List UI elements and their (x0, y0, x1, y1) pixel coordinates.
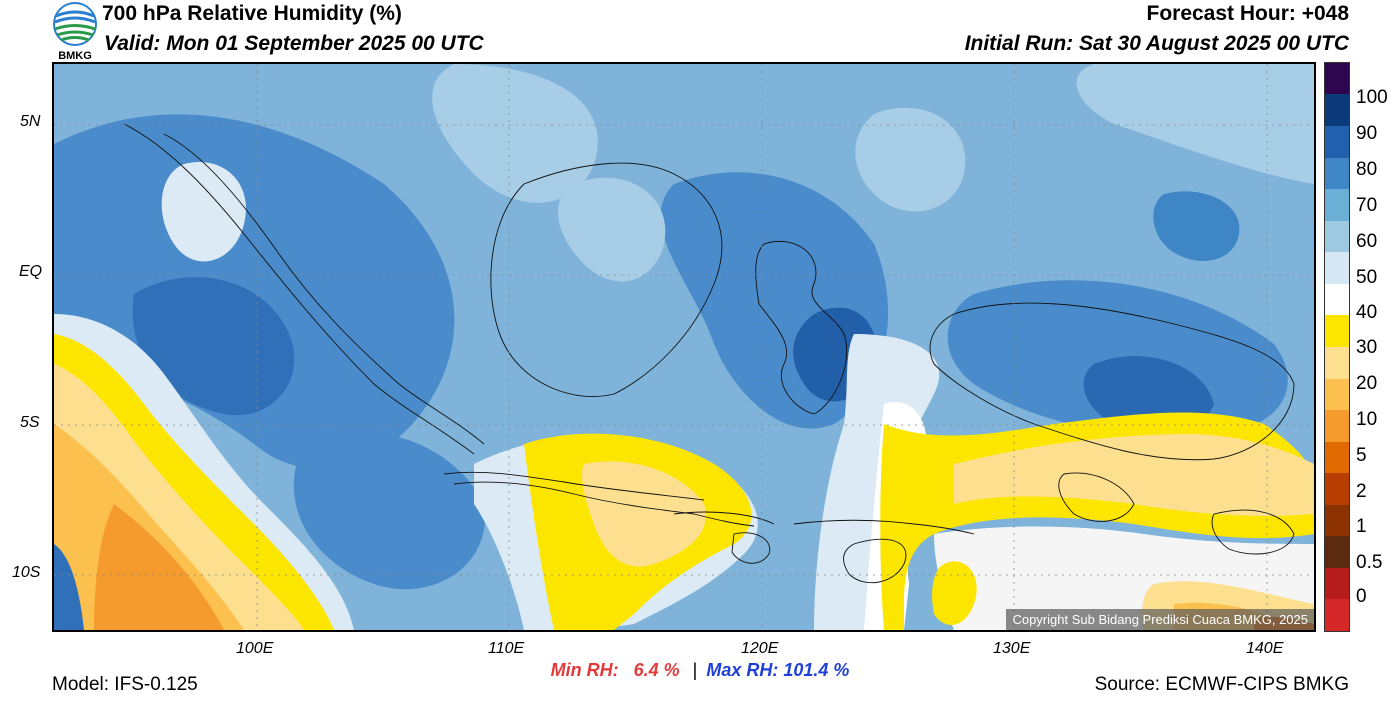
colorbar-label-60: 60 (1356, 231, 1378, 252)
lon-label-140e: 140E (1246, 640, 1284, 657)
colorbar-segment (1325, 346, 1349, 379)
colorbar-label-10: 10 (1356, 409, 1378, 430)
lon-label-130e: 130E (993, 640, 1031, 657)
bmkg-logo-icon (53, 2, 97, 46)
colorbar-label-0: 0 (1356, 586, 1367, 607)
colorbar-segment (1325, 189, 1349, 221)
colorbar-label-30: 30 (1356, 337, 1378, 358)
max-rh-label: Max RH: (706, 660, 779, 680)
colorbar-segment (1325, 157, 1349, 190)
colorbar-segment (1325, 62, 1349, 95)
min-rh-value: 6.4 % (633, 660, 680, 680)
colorbar-segment (1325, 599, 1349, 631)
colorbar-label-40: 40 (1356, 302, 1378, 323)
colorbar-segment (1325, 504, 1349, 537)
colorbar-segment (1325, 94, 1349, 126)
colorbar-segment (1325, 567, 1349, 600)
colorbar-label-2: 2 (1356, 481, 1367, 502)
min-rh-label: Min RH: (550, 660, 619, 680)
rh-field (54, 64, 1314, 630)
logo-text: BMKG (58, 50, 92, 62)
humidity-contours (54, 64, 1314, 630)
colorbar-segment (1325, 536, 1349, 568)
colorbar-segment (1325, 441, 1349, 474)
colorbar-segment (1325, 126, 1349, 158)
valid-time: Valid: Mon 01 September 2025 00 UTC (104, 32, 484, 55)
colorbar-segment (1325, 315, 1349, 347)
colorbar-label-90: 90 (1356, 123, 1378, 144)
rh-stats: Min RH: 6.4 % | Max RH: 101.4 % (0, 660, 1400, 681)
colorbar-label-100: 100 (1356, 87, 1388, 108)
colorbar-label-1: 1 (1356, 516, 1367, 537)
lon-label-120e: 120E (741, 640, 779, 657)
colorbar-segment (1325, 473, 1349, 505)
lat-label-5n: 5N (20, 113, 41, 130)
copyright-notice: Copyright Sub Bidang Prediksi Cuaca BMKG… (1006, 609, 1314, 630)
bmkg-logo: BMKG (52, 2, 98, 62)
stats-separator: | (692, 660, 698, 680)
colorbar-label-80: 80 (1356, 159, 1378, 180)
colorbar-segment (1325, 252, 1349, 284)
colorbar-segment (1325, 378, 1349, 411)
colorbar-segment (1325, 410, 1349, 442)
coastlines (123, 123, 1295, 584)
map-title: 700 hPa Relative Humidity (%) (102, 2, 402, 25)
rh-map: Copyright Sub Bidang Prediksi Cuaca BMKG… (52, 62, 1316, 632)
colorbar-segment (1325, 283, 1349, 316)
forecast-hour: Forecast Hour: +048 (1146, 2, 1350, 25)
lon-label-100e: 100E (236, 640, 274, 657)
colorbar-segment (1325, 220, 1349, 253)
colorbar-label-0-5: 0.5 (1356, 552, 1383, 573)
max-rh-value: 101.4 % (783, 660, 850, 680)
colorbar (1324, 62, 1350, 632)
colorbar-label-5: 5 (1356, 445, 1367, 466)
model-label: Model: IFS-0.125 (52, 674, 198, 695)
colorbar-label-70: 70 (1356, 195, 1378, 216)
lat-label-eq: EQ (19, 263, 43, 280)
lon-label-110e: 110E (488, 640, 525, 657)
initial-run: Initial Run: Sat 30 August 2025 00 UTC (964, 32, 1349, 55)
colorbar-label-50: 50 (1356, 267, 1378, 288)
colorbar-label-20: 20 (1356, 373, 1378, 394)
lat-label-5s: 5S (20, 414, 40, 431)
source-label: Source: ECMWF-CIPS BMKG (1094, 674, 1349, 695)
lat-label-10s: 10S (12, 564, 41, 581)
grid-lines (54, 64, 1314, 630)
